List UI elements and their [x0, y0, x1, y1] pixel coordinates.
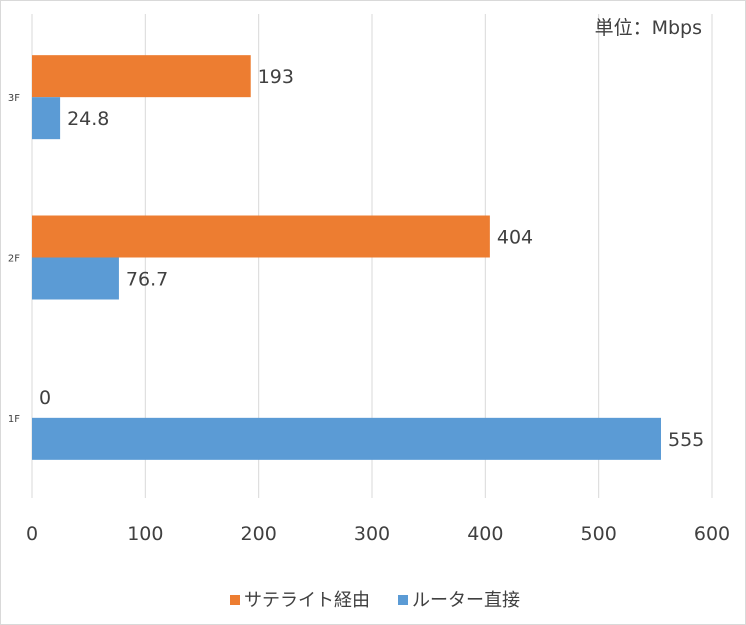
data-label: 193 [258, 66, 294, 88]
legend-label: サテライト経由 [244, 590, 370, 611]
bar-2F-0 [32, 215, 490, 258]
bar-2F-1 [32, 257, 119, 300]
legend-swatch [398, 595, 408, 605]
x-tick-label: 200 [241, 523, 277, 545]
category-label: 2F [8, 254, 20, 265]
data-label: 0 [39, 387, 51, 409]
category-label: 1F [8, 414, 20, 425]
x-tick-label: 600 [694, 523, 730, 545]
bar-3F-1 [32, 97, 61, 140]
data-label: 76.7 [126, 269, 168, 291]
category-label: 3F [8, 93, 20, 104]
x-tick-label: 100 [127, 523, 163, 545]
x-tick-label: 500 [581, 523, 617, 545]
data-label: 24.8 [67, 108, 109, 130]
data-label: 555 [668, 429, 704, 451]
legend-label: ルーター直接 [412, 590, 520, 611]
x-tick-label: 0 [26, 523, 38, 545]
bar-1F-1 [32, 417, 661, 460]
unit-annotation: 単位：Mbps [595, 17, 702, 39]
legend-swatch [230, 595, 240, 605]
data-label: 404 [497, 227, 533, 249]
x-tick-label: 300 [354, 523, 390, 545]
bar-3F-0 [32, 55, 251, 98]
x-tick-label: 400 [467, 523, 503, 545]
